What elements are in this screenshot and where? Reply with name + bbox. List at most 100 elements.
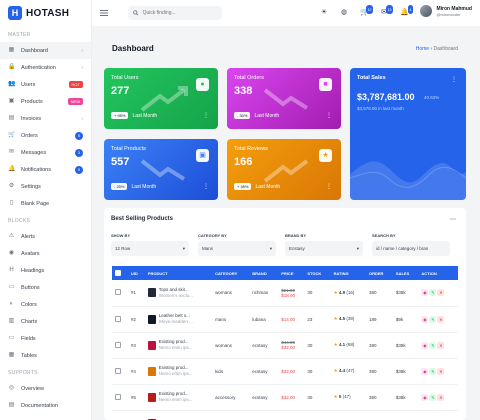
sidebar-item-fields[interactable]: ▭ Fields	[0, 330, 91, 347]
filter-select[interactable]: 12 Row ▾	[111, 241, 189, 256]
more-options-icon[interactable]: ⋮	[203, 184, 209, 190]
column-header-sales[interactable]: SALES	[395, 270, 410, 276]
select-all-cell[interactable]	[112, 266, 128, 280]
view-icon[interactable]: ◉	[421, 341, 429, 349]
filter-search-input[interactable]: id / name / category / bran	[372, 241, 450, 256]
card-total-products[interactable]: Total Products 557 ▣ - 25% Last Month ⋮	[104, 139, 218, 200]
edit-icon[interactable]: ✎	[429, 393, 437, 401]
sidebar-item-products[interactable]: ▣ Products NEW	[0, 93, 91, 110]
search-input[interactable]	[142, 10, 217, 16]
product-cell[interactable]: Tops and skir... Women's exclu...	[145, 280, 212, 306]
sidebar-item-notifications[interactable]: 🔔 Notifications 9	[0, 161, 91, 178]
edit-icon[interactable]: ✎	[429, 289, 437, 297]
row-checkbox[interactable]	[115, 367, 121, 374]
row-select-cell[interactable]	[112, 410, 128, 420]
logo[interactable]: H HOTASH	[0, 0, 91, 26]
language-icon[interactable]: ◍	[340, 9, 348, 16]
delete-icon[interactable]: ✕	[437, 393, 445, 401]
row-select-cell[interactable]	[112, 332, 128, 358]
column-header-price[interactable]: PRICE	[281, 270, 294, 276]
select-all-checkbox[interactable]	[115, 269, 121, 276]
table-row[interactable]: #5 Existing prod... Nemo enim ips... access…	[112, 384, 458, 410]
column-header-action[interactable]: ACTION	[421, 270, 437, 276]
filter-select[interactable]: Ecstasy ▾	[285, 241, 363, 256]
column-header-stock[interactable]: STOCK	[307, 270, 322, 276]
sidebar-item-authentication[interactable]: 🔒 Authentication ›	[0, 59, 91, 76]
more-options-icon[interactable]: ⋮	[203, 113, 209, 119]
sidebar-item-charts[interactable]: ▥ Charts	[0, 313, 91, 330]
delete-icon[interactable]: ✕	[437, 341, 445, 349]
sidebar-item-colors[interactable]: ◐ Colors	[0, 296, 91, 313]
row-select-cell[interactable]	[112, 384, 128, 410]
product-thumbnail	[147, 418, 156, 420]
theme-toggle-icon[interactable]: ☀	[320, 9, 328, 16]
product-cell[interactable]: Existing prod...	[145, 410, 212, 420]
user-menu[interactable]: Miron Mahmud @mironcoder	[420, 5, 472, 17]
sidebar-item-tables[interactable]: ▦ Tables	[0, 347, 91, 364]
sidebar-item-invoices[interactable]: ▤ Invoices ›	[0, 110, 91, 127]
column-header-category[interactable]: CATEGORY	[215, 270, 238, 276]
breadcrumb-home[interactable]: Home	[415, 46, 430, 52]
edit-icon[interactable]: ✎	[429, 367, 437, 375]
view-icon[interactable]: ◉	[421, 367, 429, 375]
cart-icon[interactable]: 🛒 12	[360, 5, 373, 17]
card-total-sales[interactable]: Total Sales ⋮ $3,787,681.00 40.63% $3,57…	[350, 68, 466, 200]
product-cell[interactable]: Existing prod... Nemo enim ips...	[145, 358, 212, 384]
more-options-icon[interactable]: ⋮	[451, 77, 457, 83]
column-header-product[interactable]: PRODUCT	[147, 270, 168, 276]
row-checkbox[interactable]	[115, 341, 121, 348]
sidebar-item-users[interactable]: 👥 Users HOT	[0, 76, 91, 93]
view-icon[interactable]: ◉	[421, 289, 429, 297]
column-header-brand[interactable]: BRAND	[252, 270, 267, 276]
filter-select[interactable]: Mans ▾	[198, 241, 276, 256]
table-row[interactable]: #1 Tops and skir... Women's exclu... womans…	[112, 280, 458, 306]
card-total-reviews[interactable]: Total Reviews 166 ★ + 45% Last Month ⋮	[227, 139, 341, 200]
row-select-cell[interactable]	[112, 280, 128, 306]
sidebar-item-alerts[interactable]: ⚠ Alerts	[0, 228, 91, 245]
card-total-users[interactable]: Total Users 277 ● + 95% Last Month ⋮	[104, 68, 218, 129]
sidebar-item-orders[interactable]: 🛒 Orders 5	[0, 127, 91, 144]
search-bar[interactable]	[128, 6, 222, 20]
row-select-cell[interactable]	[112, 306, 128, 332]
sidebar-item-messages[interactable]: ✉ Messages 3	[0, 144, 91, 161]
rating-value: 4.9	[338, 289, 346, 295]
column-header-rating[interactable]: RATING	[333, 270, 349, 276]
sidebar-item-blank-page[interactable]: ▯ Blank Page	[0, 195, 91, 212]
product-cell[interactable]: Existing prod... Nemo enim ips...	[145, 384, 212, 410]
current-price: $18.00	[281, 292, 296, 298]
view-icon[interactable]: ◉	[421, 393, 429, 401]
table-row[interactable]: #2 Leather belt s... Steve madden ... mans l…	[112, 306, 458, 332]
card-total-orders[interactable]: Total Orders 338 ■ - 30% Last Month ⋮	[227, 68, 341, 129]
sidebar-item-buttons[interactable]: ▭ Buttons	[0, 279, 91, 296]
more-options-icon[interactable]: ⋯	[450, 217, 456, 223]
edit-icon[interactable]: ✎	[429, 315, 437, 323]
more-options-icon[interactable]: ⋮	[326, 184, 332, 190]
more-options-icon[interactable]: ⋮	[326, 113, 332, 119]
delete-icon[interactable]: ✕	[437, 367, 445, 375]
delete-icon[interactable]: ✕	[437, 289, 445, 297]
delete-icon[interactable]: ✕	[437, 315, 445, 323]
sidebar-item-settings[interactable]: ⚙ Settings	[0, 178, 91, 195]
row-checkbox[interactable]	[115, 315, 121, 322]
column-header-order[interactable]: ORDER	[368, 270, 384, 276]
product-cell[interactable]: Leather belt s... Steve madden ...	[145, 306, 212, 332]
sidebar-item-headings[interactable]: H Headings	[0, 262, 91, 279]
menu-toggle-icon[interactable]	[98, 9, 110, 17]
edit-icon[interactable]: ✎	[429, 341, 437, 349]
row-select-cell[interactable]	[112, 358, 128, 384]
row-checkbox[interactable]	[115, 393, 121, 400]
product-cell[interactable]: Existing prod... Nemo enim ips...	[145, 332, 212, 358]
card-footer: - 25% Last Month	[111, 183, 156, 190]
table-row[interactable]: #4 Existing prod... Nemo enim ips... kids ec…	[112, 358, 458, 384]
sidebar-item-documentation[interactable]: ▤ Documentation	[0, 397, 91, 414]
row-checkbox[interactable]	[115, 289, 121, 296]
sidebar-item-overview[interactable]: ◎ Overview	[0, 380, 91, 397]
sidebar-item-avatars[interactable]: ◉ Avatars	[0, 245, 91, 262]
view-icon[interactable]: ◉	[421, 315, 429, 323]
bell-icon[interactable]: 🔔 4	[400, 5, 413, 17]
sidebar-item-dashboard[interactable]: ▦ Dashboard ›	[0, 42, 91, 59]
table-row[interactable]: #3 Existing prod... Nemo enim ips... womans…	[112, 332, 458, 358]
column-header-uid[interactable]: UID	[130, 270, 138, 276]
table-row[interactable]: Existing prod...	[112, 410, 458, 420]
mail-icon[interactable]: ✉ 13	[380, 5, 393, 17]
